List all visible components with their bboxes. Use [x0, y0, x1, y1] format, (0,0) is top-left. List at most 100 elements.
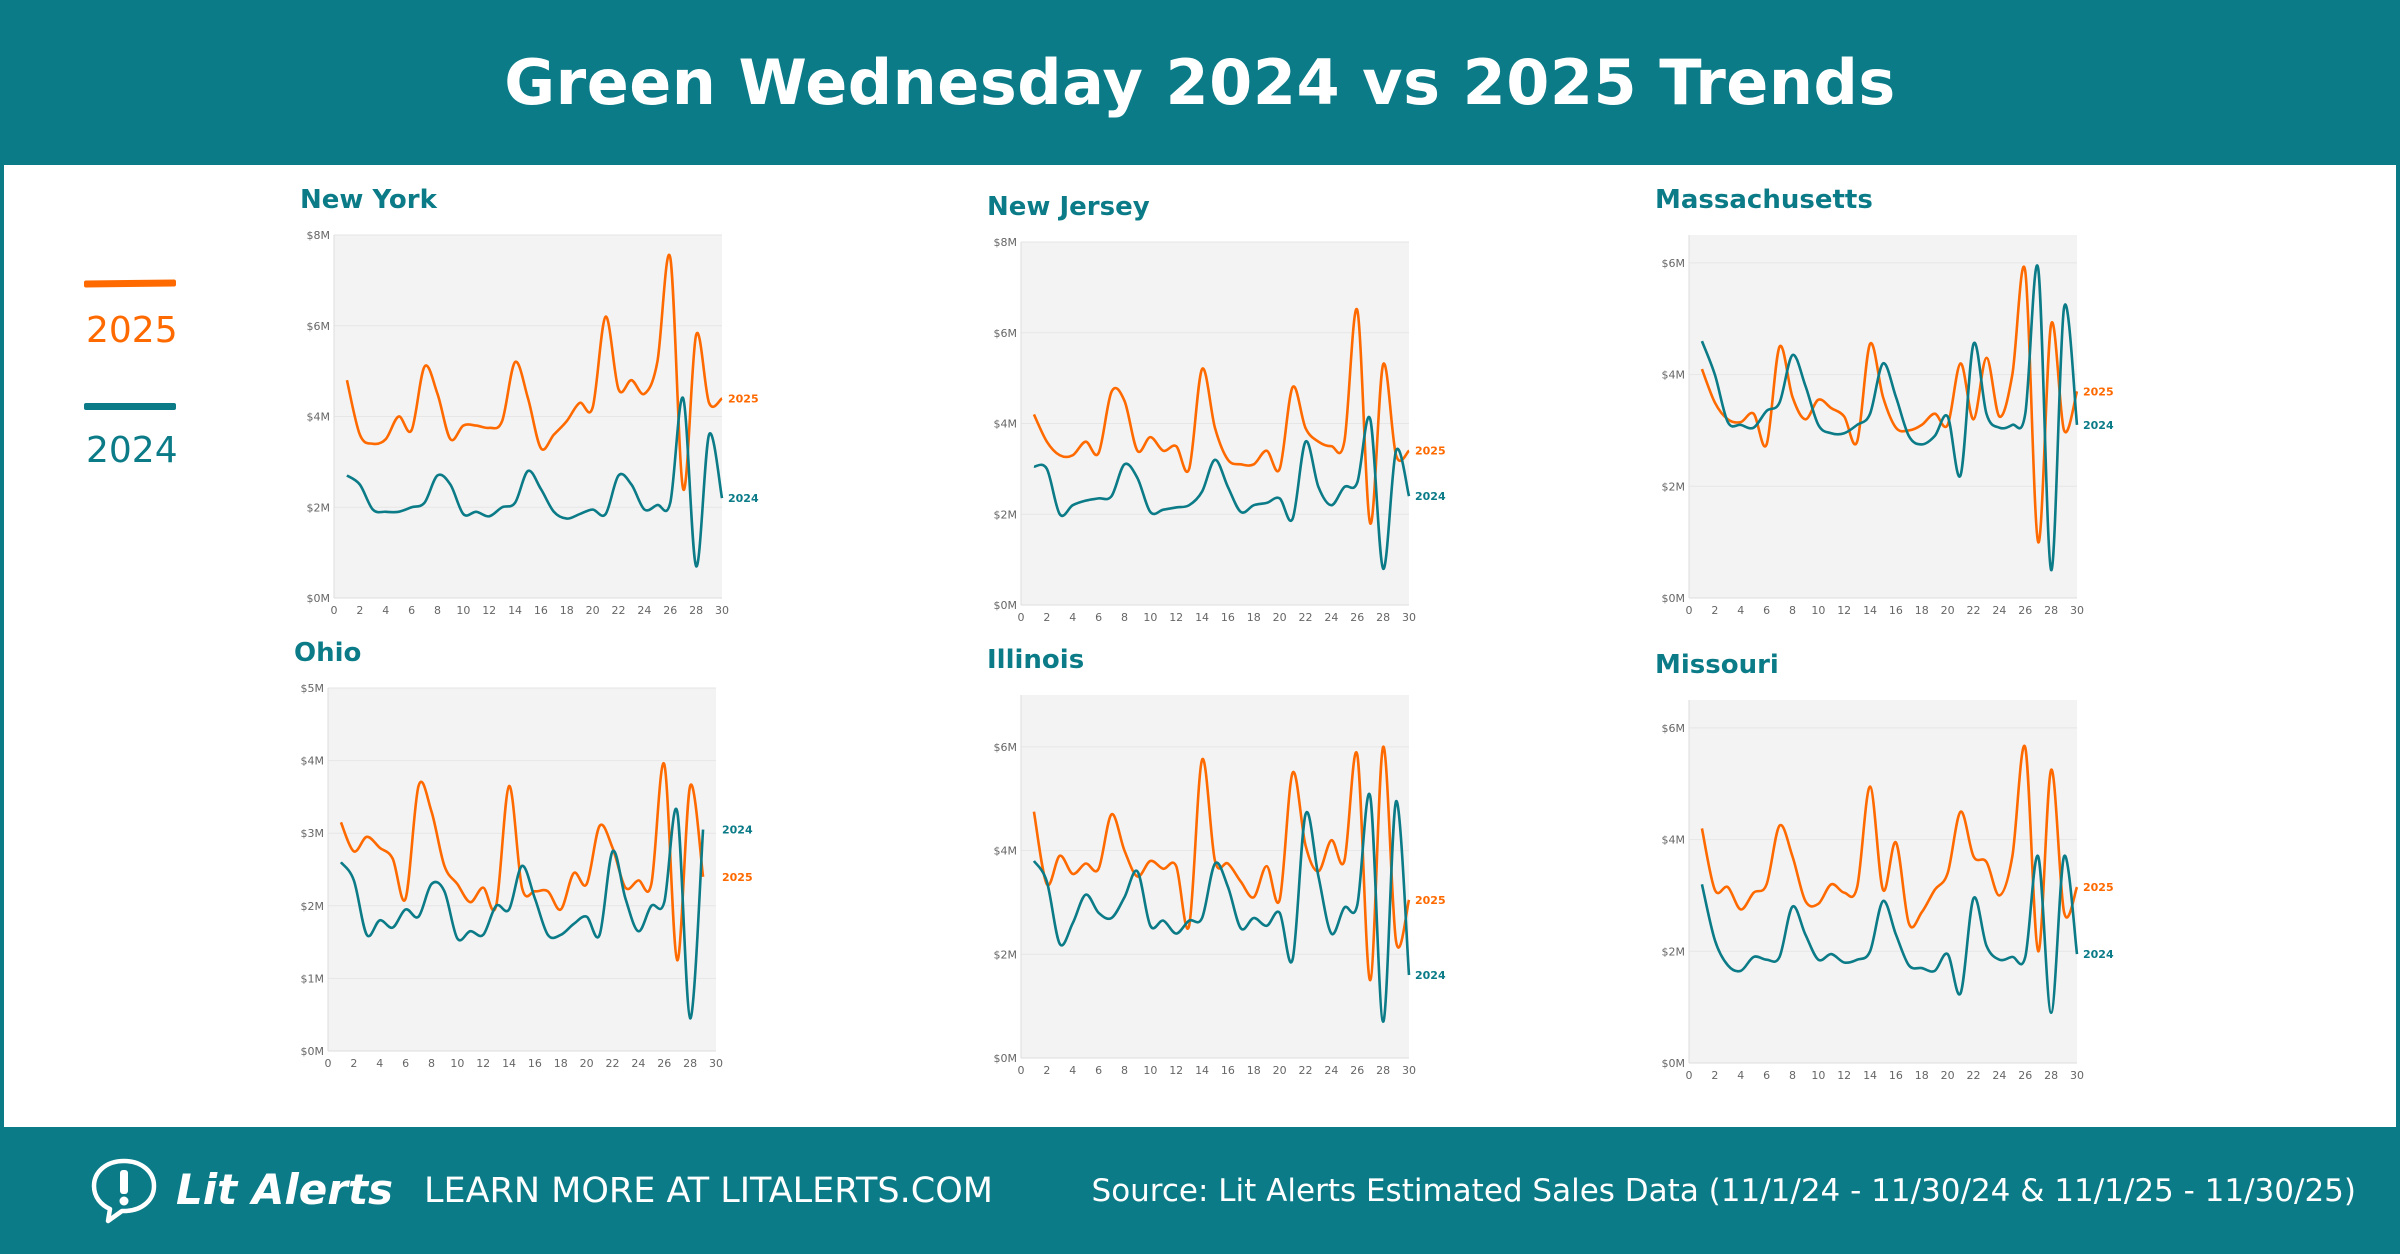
x-tick-label: 14	[1863, 1069, 1877, 1082]
series-line-2025	[1032, 307, 1410, 525]
x-tick-label: 2	[1043, 611, 1050, 624]
x-tick-label: 14	[508, 604, 522, 617]
x-tick-label: 0	[1018, 1064, 1025, 1077]
y-tick-label: $0M	[1662, 1057, 1686, 1070]
plot-area	[1021, 695, 1409, 1058]
y-tick-label: $2M	[1662, 480, 1686, 493]
x-tick-label: 22	[1299, 1064, 1313, 1077]
x-tick-label: 4	[1069, 611, 1076, 624]
chart-new-jersey: New Jersey $0M $2M $4M $6M $8M 0 2 4 6 8 10 12 14 16 1…	[937, 192, 1457, 662]
chart-title: Massachusetts	[1655, 185, 1873, 215]
x-tick-label: 16	[1889, 1069, 1903, 1082]
y-tick-label: $2M	[994, 948, 1018, 961]
x-tick-label: 12	[1837, 604, 1851, 617]
x-tick-label: 26	[2018, 1069, 2032, 1082]
line-chart: $0M$2M$4M$6M0 2 4 6 8 10 12 14 16 18 20 22 24 26 28 302…	[994, 695, 1446, 1077]
y-tick-label: $8M	[994, 236, 1018, 249]
series-end-label: 2025	[722, 871, 753, 884]
y-tick-label: $4M	[1662, 369, 1686, 382]
x-tick-label: 24	[1992, 1069, 2006, 1082]
x-tick-label: 22	[1299, 611, 1313, 624]
x-tick-label: 8	[1789, 604, 1796, 617]
line-chart: $0M$2M$4M$6M$8M0 2 4 6 8 10 12 14 16 18 20 22 24 26 28…	[994, 236, 1446, 624]
x-tick-label: 20	[1273, 1064, 1287, 1077]
y-tick-label: $0M	[994, 599, 1018, 612]
x-tick-label: 8	[1121, 1064, 1128, 1077]
chart-title: Illinois	[987, 645, 1085, 675]
plot-area	[1689, 700, 2077, 1063]
learn-more-link[interactable]: LEARN MORE AT LITALERTS.COM	[424, 1171, 993, 1211]
x-tick-label: 18	[1915, 604, 1929, 617]
line-chart: $0M$2M$4M$6M0 2 4 6 8 10 12 14 16 18 20 22 24 26 28 302…	[1662, 235, 2114, 617]
x-tick-label: 4	[376, 1057, 383, 1070]
line-chart: $0M$2M$4M$6M0 2 4 6 8 10 12 14 16 18 20 22 24 26 28 302…	[1662, 700, 2114, 1082]
y-tick-label: $3M	[301, 827, 325, 840]
x-tick-label: 30	[709, 1057, 723, 1070]
series-line-2024	[346, 396, 724, 568]
brand-name: Lit Alerts	[176, 1165, 394, 1214]
y-tick-label: $6M	[1662, 257, 1686, 270]
x-tick-label: 24	[631, 1057, 645, 1070]
x-tick-label: 6	[1763, 604, 1770, 617]
series-line-2024	[1700, 264, 2079, 572]
x-tick-label: 4	[1069, 1064, 1076, 1077]
x-tick-label: 12	[1837, 1069, 1851, 1082]
x-tick-label: 22	[612, 604, 626, 617]
legend-label-2025: 2025	[86, 310, 178, 351]
x-tick-label: 0	[331, 604, 338, 617]
header-banner: Green Wednesday 2024 vs 2025 Trends	[0, 0, 2400, 165]
series-end-label: 2025	[2083, 385, 2114, 398]
x-tick-label: 16	[1889, 604, 1903, 617]
y-tick-label: $4M	[994, 418, 1018, 431]
plot-area	[328, 688, 716, 1051]
y-tick-label: $4M	[1662, 834, 1686, 847]
x-tick-label: 28	[2044, 604, 2058, 617]
x-tick-label: 6	[408, 604, 415, 617]
x-tick-label: 14	[1195, 1064, 1209, 1077]
footer: Lit Alerts LEARN MORE AT LITALERTS.COM S…	[0, 1127, 2400, 1254]
legend-swatch-2025	[83, 279, 177, 288]
y-tick-label: $6M	[1662, 722, 1686, 735]
x-tick-label: 6	[402, 1057, 409, 1070]
y-tick-label: $0M	[307, 592, 331, 605]
x-tick-label: 28	[683, 1057, 697, 1070]
x-tick-label: 24	[1324, 1064, 1338, 1077]
x-tick-label: 30	[2070, 1069, 2084, 1082]
series-line-2025	[339, 762, 705, 962]
y-tick-label: $2M	[301, 900, 325, 913]
series-line-2024	[1033, 415, 1411, 571]
x-tick-label: 2	[1711, 604, 1718, 617]
series-line-2025	[1700, 744, 2079, 953]
legend-swatch-2024	[84, 403, 176, 410]
x-tick-label: 16	[534, 604, 548, 617]
x-tick-label: 8	[434, 604, 441, 617]
series-line-2024	[339, 807, 705, 1020]
x-tick-label: 4	[382, 604, 389, 617]
chart-new-york: New York $0M $2M $4M $6M $8M 0 2 4 6 8 10 12 14 16 18 2…	[250, 185, 770, 655]
x-tick-label: 28	[689, 604, 703, 617]
y-tick-label: $0M	[994, 1052, 1018, 1065]
x-tick-label: 22	[606, 1057, 620, 1070]
x-tick-label: 30	[715, 604, 729, 617]
x-tick-label: 14	[502, 1057, 516, 1070]
y-tick-label: $4M	[307, 411, 331, 424]
x-tick-label: 12	[1169, 1064, 1183, 1077]
x-tick-label: 30	[1402, 611, 1416, 624]
series-line-2024	[1032, 792, 1411, 1024]
x-tick-label: 0	[1686, 604, 1693, 617]
series-end-label: 2025	[728, 392, 759, 405]
x-tick-label: 20	[1941, 1069, 1955, 1082]
series-end-label: 2024	[2083, 948, 2114, 961]
x-tick-label: 10	[1143, 611, 1157, 624]
x-tick-label: 28	[1376, 1064, 1390, 1077]
x-tick-label: 20	[1273, 611, 1287, 624]
series-end-label: 2025	[1415, 445, 1446, 458]
chart-missouri: Missouri $0M $2M $4M $6M 0 2 4 6 8 10 12 14 16 18 20 22…	[1605, 650, 2125, 1120]
x-tick-label: 10	[450, 1057, 464, 1070]
x-tick-label: 26	[657, 1057, 671, 1070]
x-tick-label: 22	[1967, 1069, 1981, 1082]
x-tick-label: 16	[1221, 1064, 1235, 1077]
line-chart: $0M$1M$2M$3M$4M$5M0 2 4 6 8 10 12 14 16 18 20 22 24 2…	[301, 682, 753, 1070]
x-tick-label: 12	[482, 604, 496, 617]
legend-label-2024: 2024	[86, 430, 178, 471]
